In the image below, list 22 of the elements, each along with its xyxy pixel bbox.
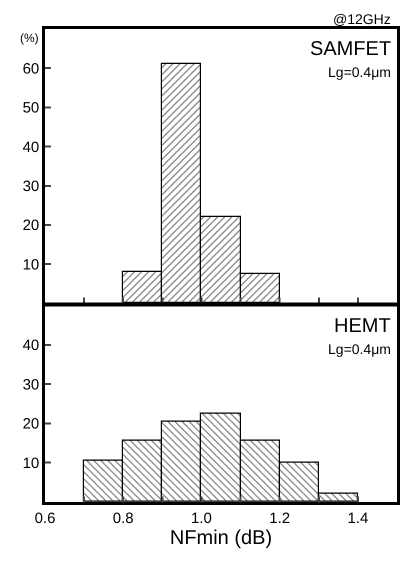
y-tick-label: 30 <box>22 376 40 394</box>
y-tick-label: 30 <box>22 178 40 196</box>
y-tick-label: 20 <box>22 416 40 433</box>
text: SAMFET <box>310 38 392 60</box>
x-tick-label: 1.0 <box>191 510 212 527</box>
x-tick-label: 1.2 <box>269 510 290 527</box>
x-tick-label: 0.6 <box>34 510 56 527</box>
y-tick-label: 40 <box>22 138 40 156</box>
text: HEMT <box>334 315 391 337</box>
y-tick-label: 10 <box>22 454 40 472</box>
text: @12GHz <box>333 11 391 27</box>
y-tick-label: 10 <box>22 256 40 274</box>
y-tick-label: 40 <box>22 337 40 354</box>
y-tick-label: 60 <box>22 60 40 78</box>
y-tick-label: 50 <box>22 100 40 117</box>
x-tick-label: 1.4 <box>347 510 368 527</box>
y-axis-title: (%) <box>20 31 39 45</box>
x-tick-label: 0.8 <box>112 510 134 527</box>
annotation: Lg=0.4μm <box>328 64 391 80</box>
y-tick-label: 20 <box>22 217 40 234</box>
x-axis-title: NFmin (dB) <box>170 526 272 549</box>
annotation: Lg=0.4μm <box>328 341 391 357</box>
